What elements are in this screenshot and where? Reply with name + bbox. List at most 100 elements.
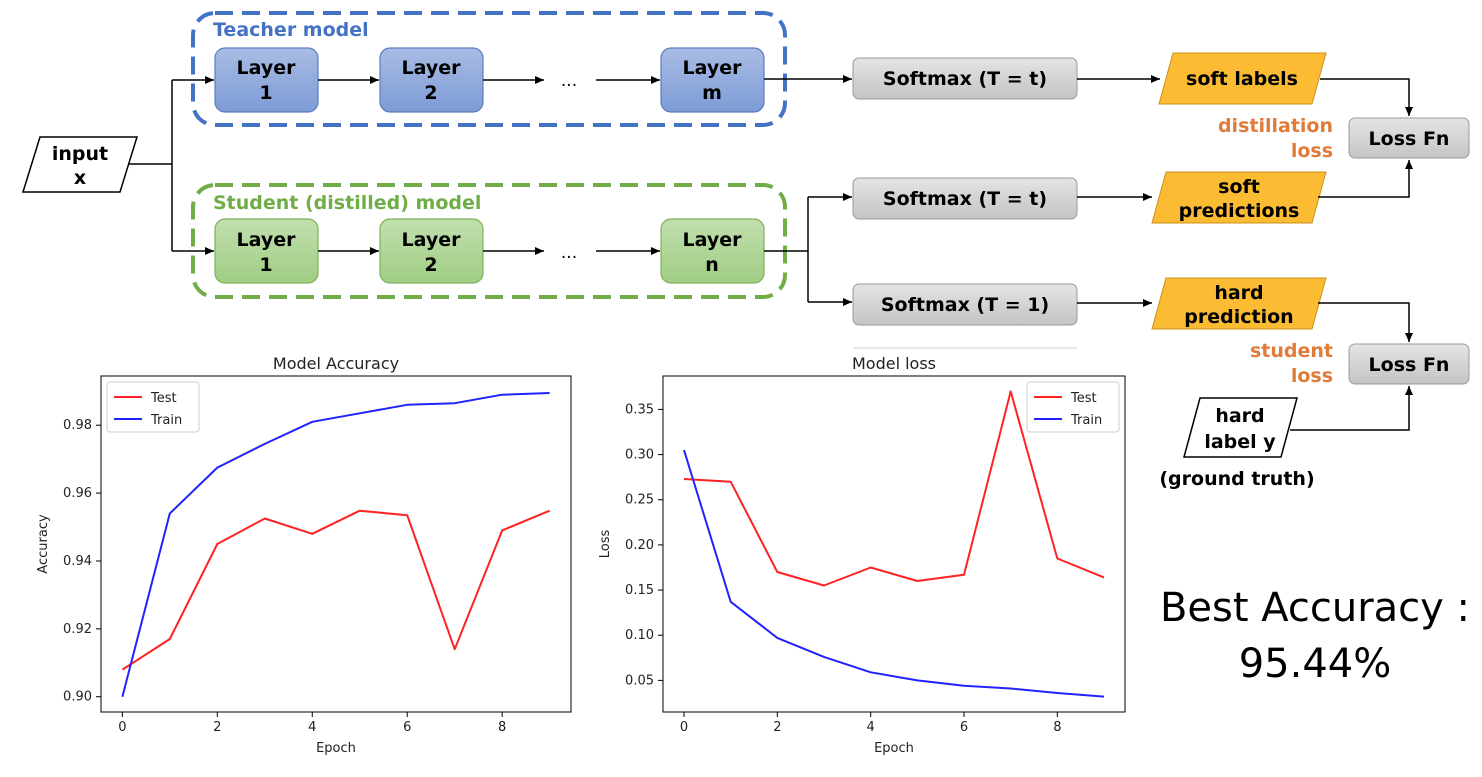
x-tick-label: 4 bbox=[867, 720, 875, 735]
y-tick-label: 0.25 bbox=[625, 493, 654, 508]
svg-text:Softmax (T = t): Softmax (T = t) bbox=[883, 188, 1047, 210]
student-ellipsis: ... bbox=[561, 243, 577, 263]
input-connector bbox=[129, 80, 173, 251]
soft-predictions-box: soft predictions bbox=[1151, 171, 1327, 224]
student-layer-n: Layer n bbox=[660, 218, 765, 284]
loss-fn-student: Loss Fn bbox=[1348, 343, 1470, 385]
svg-text:1: 1 bbox=[259, 254, 272, 276]
series-line-test bbox=[121, 509, 550, 671]
teacher-layer-1: Layer 1 bbox=[214, 47, 319, 113]
student-title: Student (distilled) model bbox=[213, 192, 481, 214]
y-tick-label: 0.05 bbox=[625, 673, 654, 688]
legend-label-train: Train bbox=[150, 413, 182, 428]
distillation-loss-line1: distillation bbox=[1218, 115, 1333, 137]
teacher-title: Teacher model bbox=[213, 19, 369, 41]
accuracy-chart: Model Accuracy 0 2 4 6 8 0.90 0.92 0.94 0.96 0.98 E… bbox=[36, 354, 572, 756]
x-axis-label: Epoch bbox=[316, 741, 356, 756]
ground-truth-label: (ground truth) bbox=[1159, 468, 1314, 490]
x-tick-label: 6 bbox=[960, 720, 968, 735]
svg-text:Softmax (T = 1): Softmax (T = 1) bbox=[881, 294, 1049, 316]
student-loss-line2: loss bbox=[1291, 365, 1333, 387]
svg-text:Layer: Layer bbox=[402, 57, 462, 79]
svg-text:soft: soft bbox=[1218, 176, 1260, 198]
softmax-student-soft: Softmax (T = t) bbox=[852, 177, 1078, 220]
y-axis-label: Loss bbox=[598, 530, 613, 559]
svg-text:Softmax (T = t): Softmax (T = t) bbox=[883, 68, 1047, 90]
svg-text:n: n bbox=[705, 254, 719, 276]
y-axis-label: Accuracy bbox=[36, 514, 51, 574]
svg-text:hard: hard bbox=[1214, 282, 1263, 304]
x-tick-label: 0 bbox=[680, 720, 688, 735]
x-tick-label: 8 bbox=[498, 720, 506, 735]
legend-label-train: Train bbox=[1070, 413, 1102, 428]
y-tick-label: 0.94 bbox=[63, 554, 92, 569]
soft-predictions-to-loss-arrow bbox=[1318, 160, 1413, 198]
teacher-group bbox=[191, 11, 787, 127]
input-label-line1: input bbox=[52, 143, 108, 165]
svg-text:1: 1 bbox=[259, 82, 272, 104]
svg-text:prediction: prediction bbox=[1184, 306, 1293, 328]
svg-text:Layer: Layer bbox=[683, 57, 743, 79]
teacher-layer-2: Layer 2 bbox=[379, 47, 484, 113]
x-tick-label: 2 bbox=[773, 720, 781, 735]
y-tick-label: 0.98 bbox=[63, 418, 92, 433]
loss-fn-distillation: Loss Fn bbox=[1348, 117, 1470, 159]
teacher-ellipsis: ... bbox=[561, 71, 577, 91]
series-line-test bbox=[683, 390, 1105, 587]
x-tick-label: 4 bbox=[308, 720, 316, 735]
soft-labels-to-loss-arrow bbox=[1320, 78, 1413, 116]
student-split-connector bbox=[764, 197, 809, 302]
x-tick-label: 2 bbox=[213, 720, 221, 735]
y-tick-label: 0.30 bbox=[625, 448, 654, 463]
y-tick-label: 0.92 bbox=[63, 622, 92, 637]
x-tick-label: 8 bbox=[1053, 720, 1061, 735]
best-accuracy-label: Best Accuracy : bbox=[1159, 585, 1471, 631]
input-box bbox=[21, 136, 139, 193]
y-tick-label: 0.15 bbox=[625, 583, 654, 598]
chart-title: Model Accuracy bbox=[273, 354, 399, 373]
student-loss-line1: student bbox=[1250, 340, 1333, 362]
legend-label-test: Test bbox=[1070, 391, 1097, 406]
student-group bbox=[191, 183, 787, 299]
soft-labels-box: soft labels bbox=[1158, 52, 1327, 105]
chart-title: Model loss bbox=[852, 354, 936, 373]
svg-text:Layer: Layer bbox=[402, 229, 462, 251]
x-axis-label: Epoch bbox=[874, 741, 914, 756]
student-layer-1: Layer 1 bbox=[214, 218, 319, 284]
best-accuracy-value: 95.44% bbox=[1238, 641, 1392, 687]
softmax-student-hard: Softmax (T = 1) bbox=[852, 283, 1078, 326]
hard-label-box: hard label y bbox=[1183, 397, 1298, 458]
svg-text:Layer: Layer bbox=[237, 57, 297, 79]
y-tick-label: 0.96 bbox=[63, 486, 92, 501]
series-line-train bbox=[121, 392, 550, 697]
teacher-layer-m: Layer m bbox=[660, 47, 765, 113]
svg-text:m: m bbox=[702, 82, 722, 104]
hard-prediction-to-loss-arrow bbox=[1318, 302, 1413, 342]
hard-prediction-box: hard prediction bbox=[1151, 277, 1327, 330]
svg-text:Layer: Layer bbox=[237, 229, 297, 251]
svg-text:predictions: predictions bbox=[1179, 200, 1300, 222]
svg-text:Loss Fn: Loss Fn bbox=[1369, 128, 1450, 150]
y-tick-label: 0.90 bbox=[63, 690, 92, 705]
softmax-teacher: Softmax (T = t) bbox=[852, 57, 1078, 100]
best-accuracy: Best Accuracy : 95.44% bbox=[1150, 580, 1480, 692]
svg-text:Loss Fn: Loss Fn bbox=[1369, 354, 1450, 376]
legend-label-test: Test bbox=[150, 391, 177, 406]
hard-label-to-loss-arrow bbox=[1290, 386, 1413, 431]
svg-text:2: 2 bbox=[424, 254, 437, 276]
y-tick-label: 0.20 bbox=[625, 538, 654, 553]
loss-chart: Model loss 0 2 4 6 8 0.05 0.10 0.15 0.20 0.25 0.30 0… bbox=[598, 354, 1126, 756]
student-layer-2: Layer 2 bbox=[379, 218, 484, 284]
x-tick-label: 6 bbox=[403, 720, 411, 735]
input-label-line2: x bbox=[74, 167, 86, 189]
svg-text:soft labels: soft labels bbox=[1186, 68, 1298, 90]
series-line-train bbox=[683, 449, 1105, 698]
svg-text:hard: hard bbox=[1215, 405, 1264, 427]
x-tick-label: 0 bbox=[118, 720, 126, 735]
distillation-loss-line2: loss bbox=[1291, 140, 1333, 162]
svg-text:2: 2 bbox=[424, 82, 437, 104]
y-tick-label: 0.10 bbox=[625, 628, 654, 643]
svg-text:label y: label y bbox=[1204, 431, 1276, 453]
svg-text:Layer: Layer bbox=[683, 229, 743, 251]
